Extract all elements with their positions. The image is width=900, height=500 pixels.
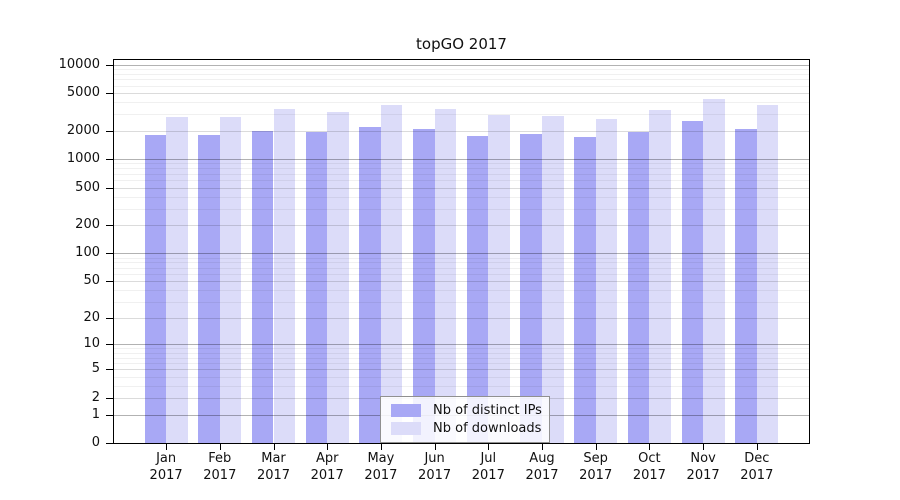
x-tick-label: Feb 2017 — [203, 451, 237, 483]
legend: Nb of distinct IPs Nb of downloads — [380, 396, 550, 443]
y-tick-label: 5000 — [66, 85, 100, 101]
legend-swatch-downloads — [391, 422, 421, 436]
bars-layer — [114, 60, 809, 443]
legend-label-distinct-ips: Nb of distinct IPs — [433, 402, 542, 418]
x-tick — [273, 444, 275, 450]
y-tick — [106, 344, 113, 346]
y-tick-label: 2 — [91, 389, 100, 405]
bar-downloads — [166, 116, 188, 443]
x-tick-label: Sep 2017 — [579, 451, 613, 483]
y-tick-label: 500 — [75, 179, 100, 195]
x-tick — [703, 444, 705, 450]
x-tick-label: Apr 2017 — [310, 451, 344, 483]
y-tick-label: 10 — [83, 336, 100, 352]
y-tick-label: 1 — [91, 406, 100, 422]
x-tick-label: Jun 2017 — [418, 451, 452, 483]
y-tick-label: 2000 — [66, 122, 100, 138]
bar-distinct-ips — [305, 131, 328, 443]
bar-downloads — [649, 110, 671, 443]
legend-item-downloads: Nb of downloads — [391, 421, 542, 437]
x-tick-label: May 2017 — [364, 451, 398, 483]
x-tick-label: Oct 2017 — [632, 451, 666, 483]
y-tick-label: 200 — [75, 217, 100, 233]
y-tick — [106, 397, 113, 399]
x-tick — [380, 444, 382, 450]
y-tick — [106, 414, 113, 416]
bar-downloads — [219, 116, 242, 443]
bar-distinct-ips — [520, 133, 542, 443]
bar-downloads — [380, 105, 403, 443]
y-tick-label: 1000 — [66, 151, 100, 167]
x-tick — [434, 444, 436, 450]
y-tick-label: 20 — [83, 309, 100, 325]
x-tick-label: Mar 2017 — [256, 451, 291, 483]
bar-downloads — [595, 119, 618, 443]
x-tick — [542, 444, 543, 450]
bar-downloads — [273, 108, 296, 443]
bar-distinct-ips — [574, 137, 596, 443]
x-tick — [488, 444, 490, 450]
bar-distinct-ips — [413, 128, 435, 443]
bar-distinct-ips — [251, 130, 274, 443]
y-tick — [106, 443, 113, 444]
bar-distinct-ips — [144, 135, 167, 443]
y-tick — [106, 317, 113, 319]
y-tick — [106, 93, 113, 95]
x-tick-label: Nov 2017 — [686, 451, 720, 483]
legend-item-distinct-ips: Nb of distinct IPs — [391, 402, 542, 418]
x-tick-label: Jan 2017 — [149, 451, 183, 483]
bar-distinct-ips — [735, 128, 757, 443]
y-tick-label: 5 — [91, 361, 100, 377]
y-tick — [106, 253, 113, 255]
y-tick-label: 10000 — [58, 56, 100, 72]
bar-downloads — [434, 108, 457, 443]
bar-distinct-ips — [681, 120, 704, 443]
x-tick-label: Jul 2017 — [471, 451, 505, 483]
bar-downloads — [488, 115, 510, 443]
x-tick — [166, 444, 168, 450]
y-tick — [106, 225, 113, 227]
bar-downloads — [542, 116, 564, 443]
x-tick-label: Dec 2017 — [740, 451, 774, 483]
x-tick — [649, 444, 651, 450]
legend-swatch-distinct-ips — [391, 403, 421, 417]
y-tick — [106, 159, 113, 161]
x-tick-label: Aug 2017 — [525, 451, 559, 483]
y-tick-label: 0 — [91, 435, 100, 450]
legend-label-downloads: Nb of downloads — [433, 421, 542, 437]
bar-distinct-ips — [466, 136, 489, 443]
y-tick-label: 50 — [83, 273, 100, 289]
plot-area: Nb of distinct IPs Nb of downloads — [113, 59, 810, 444]
x-tick — [219, 444, 221, 450]
x-tick — [595, 444, 597, 450]
x-tick — [756, 444, 758, 450]
y-tick — [106, 64, 113, 66]
bar-downloads — [327, 112, 349, 443]
bar-downloads — [703, 99, 725, 443]
y-tick — [106, 369, 113, 371]
y-tick — [106, 130, 113, 132]
x-tick — [327, 444, 329, 450]
y-tick — [106, 281, 113, 283]
y-tick — [106, 187, 113, 189]
y-tick-label: 100 — [75, 245, 100, 261]
bar-distinct-ips — [627, 131, 650, 443]
bar-distinct-ips — [359, 126, 381, 443]
bar-downloads — [756, 105, 779, 443]
bar-distinct-ips — [198, 135, 220, 443]
chart-title: topGO 2017 — [416, 35, 507, 53]
